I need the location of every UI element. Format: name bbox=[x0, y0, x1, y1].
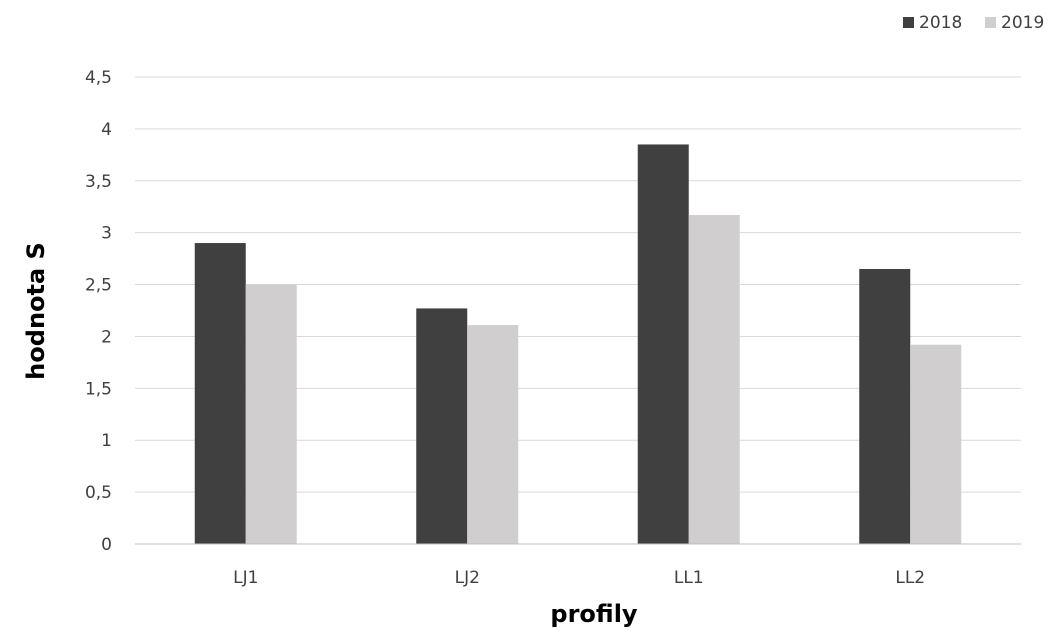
x-tick-label: LL1 bbox=[674, 568, 704, 588]
y-tick-label: 2,5 bbox=[85, 276, 112, 296]
bar-lj1-2018 bbox=[194, 243, 246, 545]
y-tick-label: 0,5 bbox=[85, 483, 112, 503]
x-tick-label: LJ1 bbox=[233, 568, 258, 588]
bar-lj2-2018 bbox=[416, 308, 468, 544]
y-tick-label: 4,5 bbox=[85, 68, 112, 88]
x-axis-title: profily bbox=[550, 600, 638, 628]
legend-swatch-2018 bbox=[903, 17, 914, 28]
y-tick-label: 1 bbox=[101, 431, 112, 451]
y-tick-label: 3,5 bbox=[85, 172, 112, 192]
x-tick-label: LJ2 bbox=[455, 568, 480, 588]
y-tick-label: 2 bbox=[101, 327, 112, 347]
legend-swatch-2019 bbox=[985, 17, 996, 28]
y-tick-labels: 0 0,5 1 1,5 2 2,5 3 3,5 4 4,5 bbox=[85, 68, 112, 555]
y-axis-title: hodnota S bbox=[22, 242, 50, 380]
legend: 2018 2019 bbox=[903, 13, 1044, 33]
bar-ll1-2018 bbox=[637, 144, 689, 544]
y-tick-label: 0 bbox=[101, 535, 112, 555]
bars bbox=[194, 144, 962, 545]
x-tick-label: LL2 bbox=[895, 568, 925, 588]
bar-ll1-2019 bbox=[688, 215, 740, 544]
legend-label: 2019 bbox=[1001, 13, 1044, 33]
bar-lj1-2019 bbox=[245, 284, 297, 544]
bar-ll2-2019 bbox=[910, 344, 962, 544]
bar-lj2-2019 bbox=[467, 325, 519, 544]
y-tick-label: 4 bbox=[101, 120, 112, 140]
y-tick-label: 3 bbox=[101, 224, 112, 244]
legend-label: 2018 bbox=[919, 13, 962, 33]
x-tick-labels: LJ1 LJ2 LL1 LL2 bbox=[233, 568, 925, 588]
y-tick-label: 1,5 bbox=[85, 379, 112, 399]
bar-ll2-2018 bbox=[859, 268, 911, 544]
